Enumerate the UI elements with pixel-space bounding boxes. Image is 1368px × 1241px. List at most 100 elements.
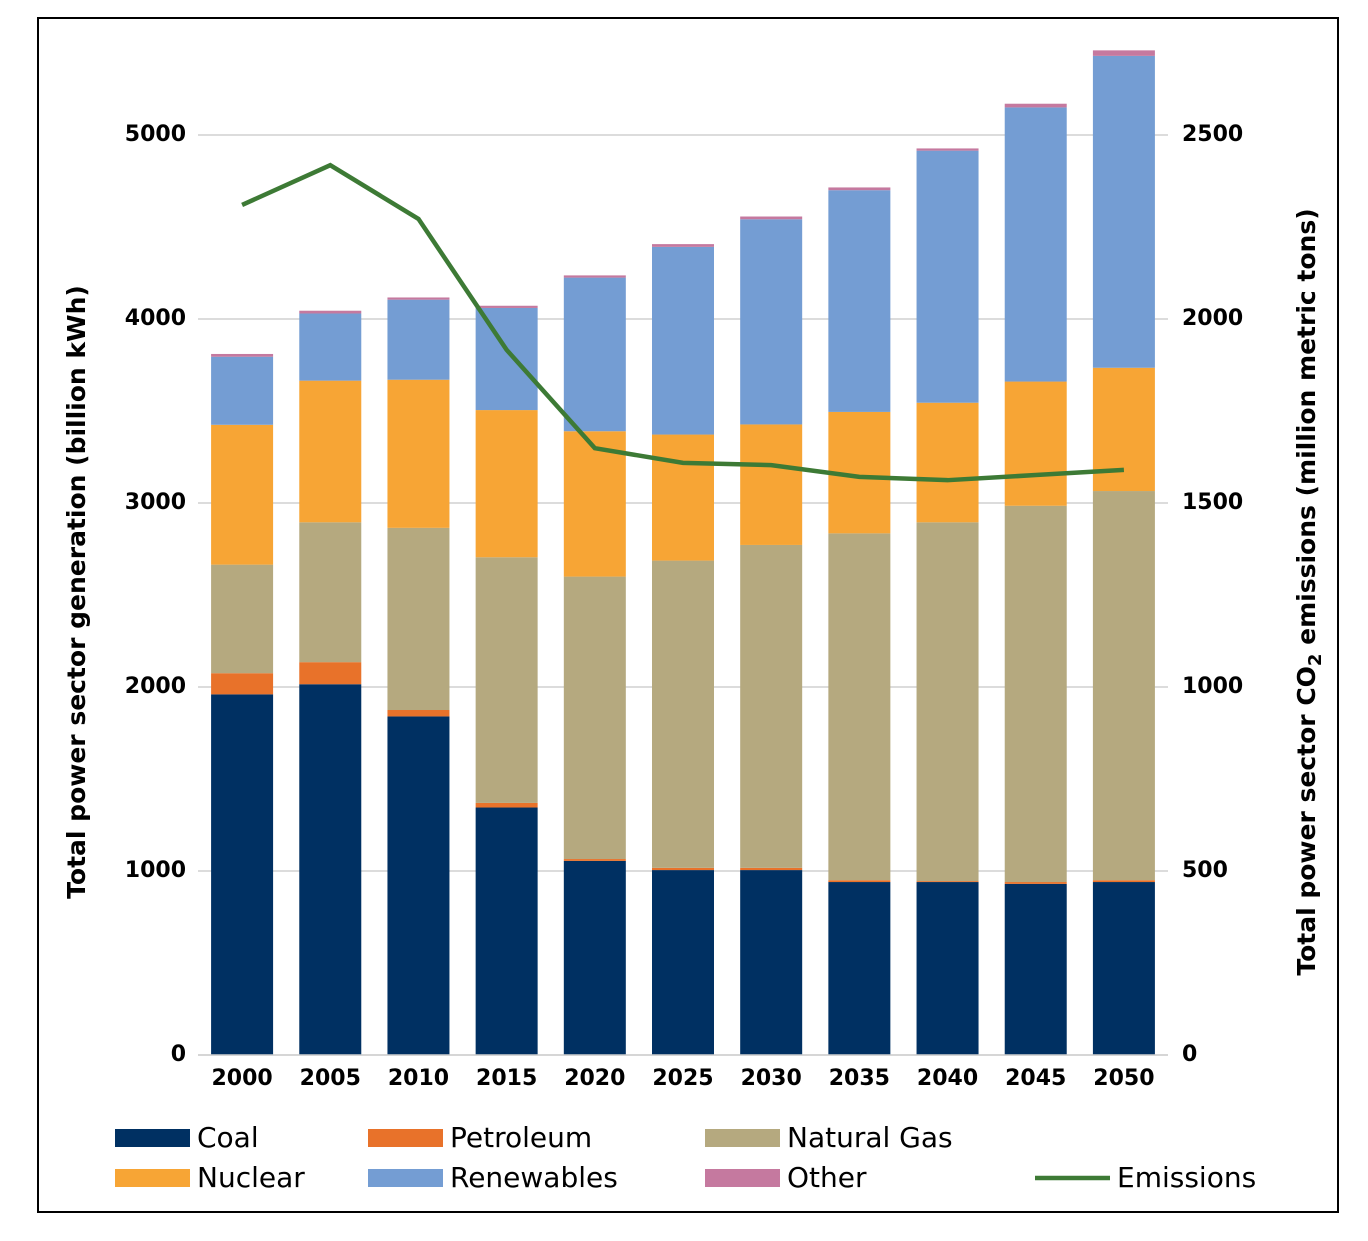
x-tick-label: 2040 xyxy=(917,1066,978,1091)
bar-segment xyxy=(563,860,626,1055)
bar-segment xyxy=(916,402,979,523)
bar-segment xyxy=(828,880,891,883)
y2-label-sub: 2 xyxy=(1305,654,1326,667)
bar-segment xyxy=(828,533,891,881)
bar-segment xyxy=(475,557,538,803)
bar-segment xyxy=(563,275,626,278)
bar-segment xyxy=(387,527,450,710)
bar-segment xyxy=(652,867,714,871)
legend-label: Petroleum xyxy=(450,1121,592,1154)
bar-segment xyxy=(299,662,362,685)
bar-segment xyxy=(652,560,714,868)
x-tick-label: 2020 xyxy=(564,1066,625,1091)
bar-segment xyxy=(387,299,450,380)
bar-segment xyxy=(740,219,803,425)
bar-segment xyxy=(652,870,714,1055)
x-tick-label: 2010 xyxy=(388,1066,449,1091)
bar-segment xyxy=(387,379,450,528)
bar-segment xyxy=(299,522,362,663)
x-tick-label: 2015 xyxy=(476,1066,537,1091)
bar-segment xyxy=(475,807,538,1055)
legend-label: Other xyxy=(787,1161,867,1194)
bar-segment xyxy=(916,881,979,883)
y-axis-label: Total power sector generation (billion k… xyxy=(62,285,91,899)
bar-segment xyxy=(1004,381,1067,506)
bar-segment xyxy=(652,246,714,435)
y-tick-label: 0 xyxy=(171,1042,186,1067)
y-tick-label: 4000 xyxy=(125,306,186,331)
bar-segment xyxy=(387,297,450,300)
bar-segment xyxy=(828,187,891,191)
bar-segment xyxy=(1092,55,1155,368)
bar-segment xyxy=(828,882,891,1055)
bar-segment xyxy=(916,148,979,151)
legend-swatch xyxy=(705,1129,780,1147)
bar-segment xyxy=(916,150,979,403)
x-tick-label: 2050 xyxy=(1093,1066,1154,1091)
bar-segment xyxy=(563,277,626,432)
legend-label: Renewables xyxy=(450,1161,618,1194)
bar-segment xyxy=(211,356,274,425)
bar-segment xyxy=(563,576,626,860)
bar-segment xyxy=(387,716,450,1055)
y2-label-part: Total power sector CO xyxy=(1292,666,1321,976)
bar-segment xyxy=(740,216,803,220)
x-tick-label: 2030 xyxy=(741,1066,802,1091)
x-tick-label: 2025 xyxy=(652,1066,713,1091)
bar-segment xyxy=(475,410,538,558)
legend-swatch xyxy=(368,1129,443,1147)
bar-segment xyxy=(1004,107,1067,382)
bar-segment xyxy=(211,353,274,357)
bar-segment xyxy=(916,882,979,1055)
y2-tick-label: 0 xyxy=(1182,1042,1197,1067)
bar-segment xyxy=(475,802,538,808)
bar-segment xyxy=(1004,883,1067,1055)
legend-label: Nuclear xyxy=(197,1161,305,1194)
legend-swatch xyxy=(115,1169,190,1187)
bar-segment xyxy=(563,859,626,861)
legend-label: Coal xyxy=(197,1121,259,1154)
bar-segment xyxy=(211,564,274,674)
y2-axis-label: Total power sector CO2 emissions (millio… xyxy=(1292,208,1326,975)
bar-segment xyxy=(475,307,538,411)
legend-swatch xyxy=(368,1169,443,1187)
legend-label: Emissions xyxy=(1117,1161,1256,1194)
y2-tick-label: 2500 xyxy=(1182,122,1243,147)
frame xyxy=(37,17,1339,1213)
bar-segment xyxy=(1004,103,1067,108)
legend-swatch xyxy=(705,1169,780,1187)
bar-segment xyxy=(828,190,891,412)
y2-tick-label: 1500 xyxy=(1182,490,1243,515)
bar-segment xyxy=(1092,50,1155,56)
emissions-line xyxy=(241,162,1125,483)
y-tick-label: 3000 xyxy=(125,490,186,515)
bar-segment xyxy=(652,434,714,561)
x-tick-label: 2035 xyxy=(829,1066,890,1091)
bar-segment xyxy=(740,424,803,545)
bar-segment xyxy=(1004,882,1067,884)
bar-segment xyxy=(1092,882,1155,1055)
x-tick-label: 2005 xyxy=(300,1066,361,1091)
bar-segment xyxy=(299,310,362,314)
bar-segment xyxy=(387,710,450,717)
bar-segment xyxy=(299,684,362,1055)
legend-swatch xyxy=(115,1129,190,1147)
legend-label: Natural Gas xyxy=(787,1121,953,1154)
bar-segment xyxy=(1092,880,1155,883)
y2-tick-label: 1000 xyxy=(1182,674,1243,699)
bar-segment xyxy=(211,424,274,565)
bar-segment xyxy=(563,431,626,577)
bar-segment xyxy=(211,694,274,1055)
y-tick-label: 5000 xyxy=(125,122,186,147)
x-tick-label: 2045 xyxy=(1005,1066,1066,1091)
y2-label-part: emissions (million metric tons) xyxy=(1292,208,1321,653)
bar-segment xyxy=(740,544,803,868)
bar-segment xyxy=(299,380,362,523)
y2-tick-label: 500 xyxy=(1182,858,1228,883)
bar-segment xyxy=(740,870,803,1055)
bar-segment xyxy=(299,313,362,381)
bar-segment xyxy=(475,305,538,308)
bar-segment xyxy=(1004,505,1067,883)
bar-segment xyxy=(211,673,274,695)
